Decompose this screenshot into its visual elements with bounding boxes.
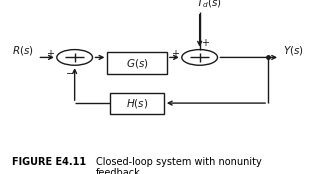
Text: Closed-loop system with nonunity
feedback.: Closed-loop system with nonunity feedbac… — [96, 157, 262, 174]
FancyBboxPatch shape — [110, 93, 164, 114]
Text: $G(s)$: $G(s)$ — [126, 57, 148, 70]
Text: $R(s)$: $R(s)$ — [12, 44, 34, 57]
Text: +: + — [201, 38, 209, 48]
Text: $-$: $-$ — [65, 67, 74, 77]
Text: +: + — [46, 49, 54, 58]
Text: FIGURE E4.11: FIGURE E4.11 — [12, 157, 86, 167]
Text: $Y(s)$: $Y(s)$ — [283, 44, 304, 57]
FancyBboxPatch shape — [107, 52, 167, 74]
Text: +: + — [171, 49, 179, 58]
Text: $T_d(s)$: $T_d(s)$ — [196, 0, 221, 10]
Text: $H(s)$: $H(s)$ — [126, 97, 148, 110]
